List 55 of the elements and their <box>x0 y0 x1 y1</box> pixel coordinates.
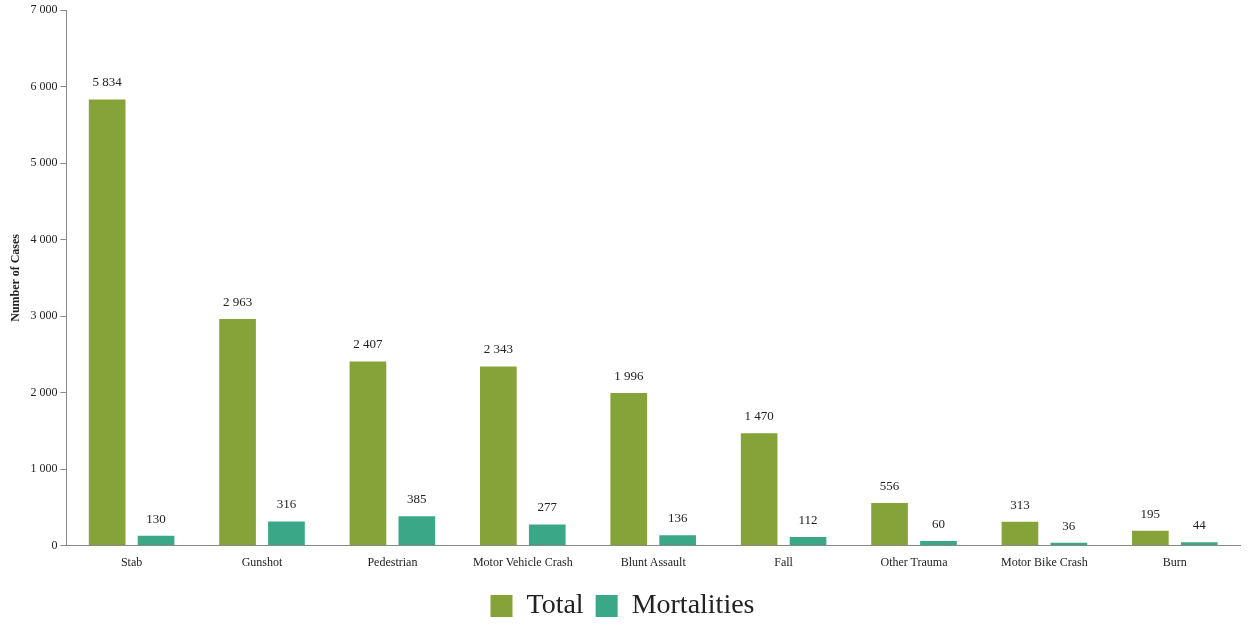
y-tick-label: 5 000 <box>30 155 58 170</box>
bar <box>920 541 957 546</box>
data-label: 195 <box>1140 505 1161 521</box>
data-label: 1 470 <box>744 408 774 424</box>
data-label: 5 834 <box>92 74 123 90</box>
x-tick-label: Pedestrian <box>367 554 418 569</box>
bar <box>137 535 175 546</box>
bar <box>789 537 827 546</box>
bar <box>659 535 696 546</box>
legend-label: Total <box>526 588 584 620</box>
data-label: 316 <box>276 496 297 512</box>
y-tick-label: 1 000 <box>30 461 58 476</box>
x-tick-label: Blunt Assault <box>620 554 687 569</box>
x-tick-label: Motor Bike Crash <box>1001 554 1088 569</box>
bar <box>871 503 908 546</box>
y-tick-label: 6 000 <box>30 78 58 93</box>
y-tick-label: 4 000 <box>30 231 58 246</box>
data-label: 277 <box>537 499 558 515</box>
bar <box>1132 530 1169 546</box>
x-tick-label: Motor Vehicle Crash <box>472 554 573 569</box>
legend-label: Mortalities <box>631 588 755 620</box>
y-tick-label: 3 000 <box>30 308 58 323</box>
data-label: 36 <box>1062 517 1076 533</box>
y-tick-label: 7 000 <box>30 2 58 17</box>
y-tick-label: 2 000 <box>30 384 58 399</box>
x-tick-label: Other Trauma <box>880 554 949 569</box>
x-tick-label: Burn <box>1162 554 1187 569</box>
y-axis-title: Number of Cases <box>8 233 23 322</box>
x-tick-label: Gunshot <box>241 554 283 569</box>
bar <box>1001 521 1039 546</box>
data-label: 136 <box>667 510 688 526</box>
bar <box>1180 542 1218 546</box>
x-tick-label: Stab <box>120 554 143 569</box>
data-label: 2 407 <box>353 336 384 352</box>
bar <box>268 521 305 546</box>
bar <box>349 361 387 546</box>
bar <box>528 524 566 546</box>
bar <box>398 516 436 546</box>
data-label: 1 996 <box>614 367 644 383</box>
data-label: 44 <box>1192 517 1207 533</box>
bar <box>740 433 778 546</box>
data-label: 2 343 <box>483 341 513 357</box>
bar <box>610 392 648 546</box>
bar <box>480 366 517 546</box>
x-tick-label: Fall <box>774 554 794 569</box>
bar <box>219 318 256 546</box>
data-label: 130 <box>146 510 166 526</box>
data-label: 313 <box>1010 496 1030 512</box>
data-label: 60 <box>931 515 945 531</box>
data-label: 112 <box>798 511 818 527</box>
data-label: 556 <box>879 478 900 493</box>
bar <box>88 99 126 546</box>
data-label: 385 <box>407 491 427 507</box>
data-label: 2 963 <box>222 293 253 309</box>
y-tick-label: 0 <box>51 537 58 552</box>
